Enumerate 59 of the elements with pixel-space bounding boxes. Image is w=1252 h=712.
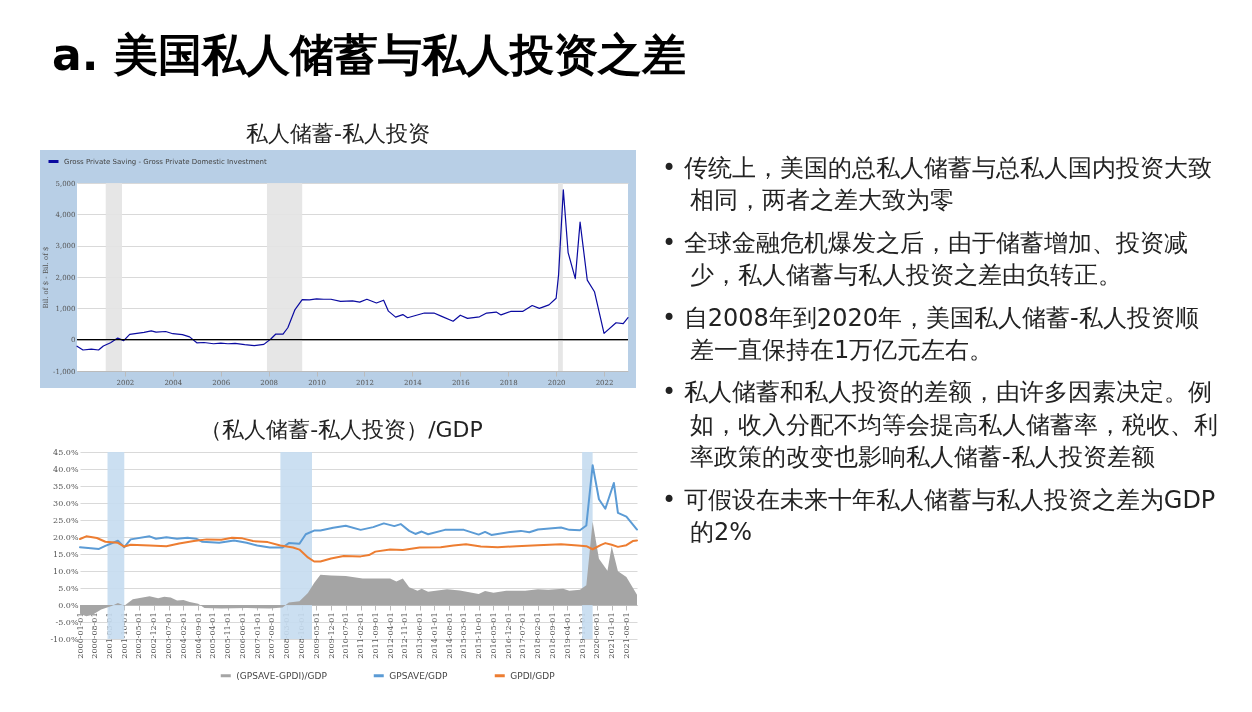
y-tick-label: 10.0% [53, 566, 79, 576]
x-tick-label: 2004-09-01 [193, 612, 203, 659]
x-tick-label: 2018-02-01 [533, 612, 543, 659]
text: a. 美国私人储蓄与私人投资之差 [52, 28, 686, 82]
y-tick-label: 45.0% [53, 447, 79, 457]
line-series [76, 189, 629, 351]
x-tick-label: 2003-07-01 [164, 612, 174, 659]
y-tick-label: 25.0% [53, 515, 79, 525]
text: • 全球金融危机爆发之后，由于储蓄增加、投资减少，私人储蓄与私人投资之差由负转正。 [662, 227, 1189, 292]
x-tick-label: 2021-08-01 [621, 612, 631, 659]
x-tick-label: 2015-03-01 [459, 612, 469, 659]
legend-label: (GPSAVE-GPDI)/GDP [236, 670, 328, 681]
x-tick-label: 2016-12-01 [503, 612, 513, 659]
y-tick-label: 5.0% [58, 583, 79, 593]
x-tick-label: 2004-02-01 [178, 612, 188, 659]
x-tick-label: 2014-01-01 [429, 612, 439, 659]
chart-title: （私人储蓄-私人投资）/GDP [199, 416, 484, 444]
legend-label: GPDI/GDP [510, 670, 556, 681]
x-tick-label: 2012-11-01 [400, 612, 410, 659]
legend-label: GPSAVE/GDP [389, 670, 448, 681]
x-tick-label: 2014-08-01 [444, 612, 454, 659]
x-tick-label: 2016-05-01 [488, 612, 498, 659]
line-series [79, 535, 638, 563]
x-tick-label: 2020-06-01 [592, 612, 602, 659]
y-tick-label: 35.0% [53, 481, 79, 491]
x-tick-label: 2000-08-01 [90, 612, 100, 659]
x-tick-label: 2018-09-01 [548, 612, 558, 659]
x-tick-label: 2009-05-01 [311, 612, 321, 659]
y-tick-label: 0.0% [58, 600, 79, 610]
text: • 私人储蓄和私人投资的差额，由许多因素决定。例如，收入分配不均等会提高私人储蓄率，税收、利率政策的改变也影响私人储蓄-私人投资差额 [662, 377, 1219, 474]
x-tick-label: 2009-12-01 [326, 612, 336, 659]
x-tick-label: 2001-10-01 [119, 612, 129, 659]
x-tick-label: 2012-04-01 [385, 612, 395, 659]
y-tick-label: 40.0% [53, 464, 79, 474]
x-tick-label: 2015-10-01 [474, 612, 484, 659]
x-tick-label: 2021-01-01 [607, 612, 617, 659]
x-tick-label: 2007-01-01 [252, 612, 262, 659]
x-tick-label: 2002-12-01 [149, 612, 159, 659]
x-tick-label: 2013-06-01 [415, 612, 425, 659]
text: • 自2008年到2020年，美国私人储蓄-私人投资顺差一直保持在1万亿元左右。 [662, 302, 1200, 366]
x-tick-label: 2017-07-01 [518, 612, 528, 659]
x-tick-label: 2011-09-01 [370, 612, 380, 659]
x-tick-label: 2005-04-01 [208, 612, 218, 659]
y-tick-label: -5.0% [55, 617, 79, 627]
x-tick-label: 2006-06-01 [237, 612, 247, 659]
text: • 可假设在未来十年私人储蓄与私人投资之差为GDP的2% [662, 484, 1217, 548]
line-series [79, 464, 638, 550]
y-tick-label: -10.0% [50, 634, 79, 644]
text: • 传统上，美国的总私人储蓄与总私人国内投资大致相同，两者之差大致为零 [662, 153, 1213, 217]
x-tick-label: 2010-07-01 [341, 612, 351, 659]
x-tick-label: 2007-08-01 [267, 612, 277, 659]
y-tick-label: 15.0% [53, 549, 79, 559]
y-tick-label: 20.0% [53, 532, 79, 542]
chart-title: 私人储蓄-私人投资 [245, 120, 431, 148]
x-tick-label: 2005-11-01 [223, 612, 233, 659]
x-tick-label: 2019-04-01 [562, 612, 572, 659]
x-tick-label: 2002-05-01 [134, 612, 144, 659]
x-tick-label: 2011-02-01 [356, 612, 366, 659]
y-tick-label: 30.0% [53, 498, 79, 508]
